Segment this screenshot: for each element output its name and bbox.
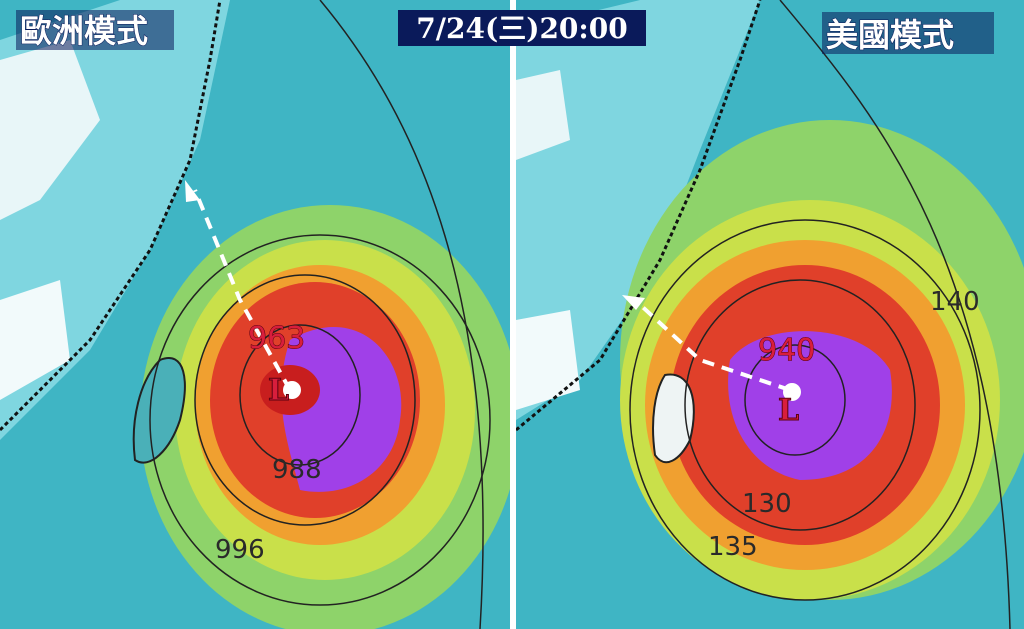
pressure-label: 963 bbox=[248, 321, 305, 356]
time-box bbox=[398, 10, 646, 46]
low-center: L bbox=[778, 393, 799, 428]
pressure-label: 940 bbox=[758, 333, 815, 368]
isobar-label: 140 bbox=[930, 287, 980, 317]
right-map: 940 L 130 135 140 bbox=[516, 0, 1024, 629]
low-center: L bbox=[268, 373, 289, 408]
label-box bbox=[822, 12, 994, 54]
isobar-label: 130 bbox=[742, 489, 792, 519]
isobar-label: 988 bbox=[272, 455, 322, 485]
isobar-label: 135 bbox=[708, 532, 758, 562]
model-label: 美國模式 bbox=[826, 16, 954, 54]
label-box bbox=[16, 10, 174, 50]
time-label: 7/24(三)20:00 bbox=[416, 12, 627, 45]
left-map: 963 L 988 996 bbox=[0, 0, 510, 629]
model-label: 歐洲模式 bbox=[20, 12, 148, 50]
divider bbox=[510, 0, 516, 629]
isobar-label: 996 bbox=[215, 535, 265, 565]
